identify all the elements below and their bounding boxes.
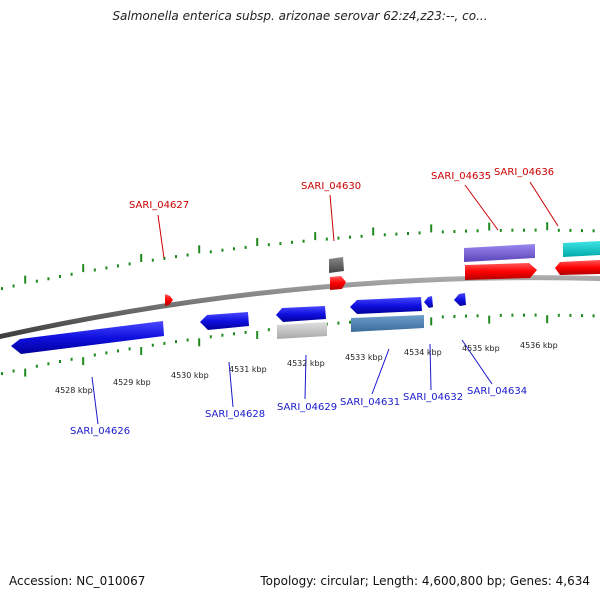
- scale-label: 4529 kbp: [113, 378, 151, 387]
- forward-gene-arrow[interactable]: [563, 241, 600, 257]
- map-title: Salmonella enterica subsp. arizonae sero…: [112, 9, 488, 23]
- reverse-gene-arrow[interactable]: [350, 297, 422, 314]
- genome-backbone: [0, 275, 600, 339]
- scale-label: 4535 kbp: [462, 344, 500, 353]
- gene-label[interactable]: SARI_04629: [277, 402, 337, 413]
- forward-gene-arrow[interactable]: [555, 260, 600, 275]
- genome-stats: Topology: circular; Length: 4,600,800 bp…: [260, 574, 590, 588]
- reverse-gene-arrow[interactable]: [424, 296, 433, 308]
- gene-label[interactable]: SARI_04632: [403, 392, 463, 403]
- forward-gene-arrow[interactable]: [330, 276, 346, 290]
- bottom-leader-lines: [91, 339, 493, 425]
- gene-label[interactable]: SARI_04626: [70, 426, 130, 437]
- accession-label: Accession: NC_010067: [9, 574, 146, 588]
- forward-scale-ticks: [1, 222, 595, 291]
- gene-label[interactable]: SARI_04634: [467, 386, 527, 397]
- top-leader-lines: [157, 181, 559, 259]
- forward-gene-arrow[interactable]: [329, 257, 344, 273]
- reverse-gene-arrow[interactable]: [11, 321, 164, 354]
- reverse-gene-arrow[interactable]: [277, 322, 327, 339]
- scale-label: 4528 kbp: [55, 386, 93, 395]
- gene-label[interactable]: SARI_04636: [494, 167, 554, 178]
- forward-gene-arrow[interactable]: [465, 263, 537, 280]
- gene-label[interactable]: SARI_04627: [129, 200, 189, 211]
- reverse-gene-arrow[interactable]: [351, 315, 424, 332]
- scale-label: 4536 kbp: [520, 341, 558, 350]
- forward-gene-arrow[interactable]: [464, 244, 535, 262]
- reverse-gene-arrow[interactable]: [276, 306, 326, 322]
- forward-gene-arrow[interactable]: [165, 294, 173, 306]
- reverse-gene-arrow[interactable]: [200, 312, 249, 330]
- gene-label[interactable]: SARI_04628: [205, 409, 265, 420]
- scale-label: 4531 kbp: [229, 365, 267, 374]
- scale-label: 4530 kbp: [171, 371, 209, 380]
- reverse-gene-arrow[interactable]: [454, 293, 466, 306]
- scale-label: 4533 kbp: [345, 353, 383, 362]
- gene-label[interactable]: SARI_04631: [340, 397, 400, 408]
- scale-label: 4532 kbp: [287, 359, 325, 368]
- gene-label[interactable]: SARI_04630: [301, 181, 361, 192]
- scale-label: 4534 kbp: [404, 348, 442, 357]
- gene-label[interactable]: SARI_04635: [431, 171, 491, 182]
